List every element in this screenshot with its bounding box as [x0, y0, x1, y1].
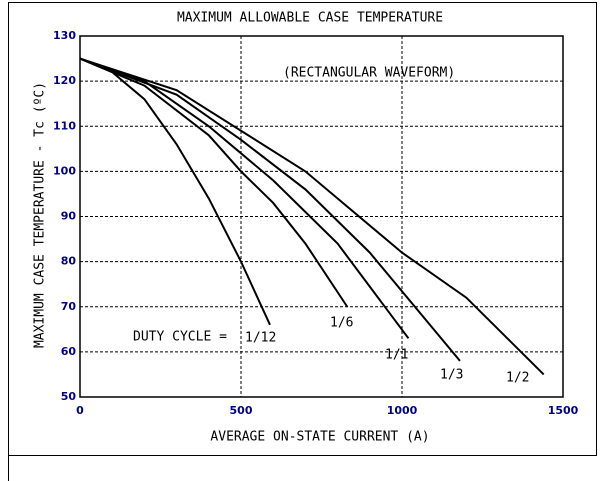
chart-title: MAXIMUM ALLOWABLE CASE TEMPERATURE — [177, 11, 443, 26]
frame — [8, 2, 597, 456]
series-label: 1/3 — [440, 368, 463, 383]
series-line — [79, 57, 545, 376]
annotation: DUTY CYCLE = — [133, 330, 227, 345]
x-tick-label: 500 — [230, 404, 253, 417]
x-tick-label: 1000 — [387, 404, 418, 417]
y-tick-label: 60 — [61, 345, 77, 358]
plot-area — [79, 35, 564, 398]
series-label: 1/1 — [385, 348, 408, 363]
y-tick-label: 110 — [53, 119, 76, 132]
series-label: 1/2 — [506, 371, 529, 386]
y-tick-label: 80 — [61, 255, 77, 268]
x-tick-label: 1500 — [548, 404, 579, 417]
y-axis-label: MAXIMUM CASE TEMPERATURE - Tc (ºC) — [33, 82, 48, 348]
y-tick-label: 100 — [53, 164, 76, 177]
y-tick-label: 130 — [53, 29, 76, 42]
y-tick-label: 50 — [61, 390, 77, 403]
y-tick-label: 90 — [61, 210, 77, 223]
series-line — [79, 57, 410, 339]
y-tick-label: 70 — [61, 300, 77, 313]
series-label: 1/12 — [245, 331, 276, 346]
series-label: 1/6 — [330, 316, 353, 331]
annotation: (RECTANGULAR WAVEFORM) — [283, 66, 455, 81]
series-line — [79, 57, 349, 308]
x-tick-label: 0 — [76, 404, 84, 417]
y-tick-label: 120 — [53, 74, 76, 87]
x-axis-label: AVERAGE ON-STATE CURRENT (A) — [210, 430, 429, 445]
series-line — [79, 57, 461, 362]
